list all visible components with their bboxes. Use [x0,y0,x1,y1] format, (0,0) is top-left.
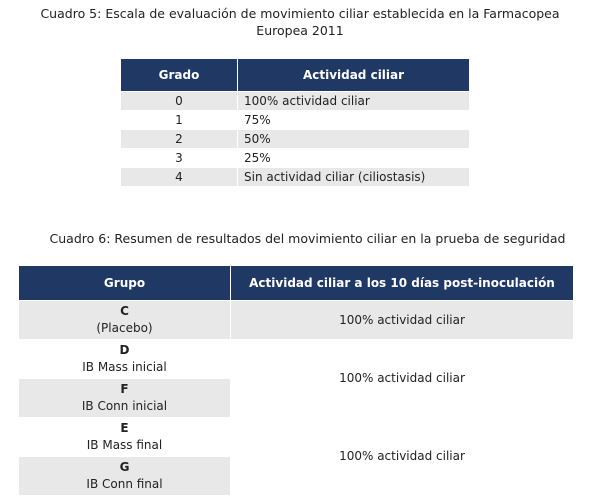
table-row: 0 100% actividad ciliar [120,91,470,111]
column-header-actividad-10-dias: Actividad ciliar a los 10 días post-inoc… [230,265,574,301]
group-code: F [120,382,129,396]
column-header-grado: Grado [120,58,238,92]
column-header-actividad: Actividad ciliar [237,58,470,92]
group-cell-g: G IB Conn final [18,456,231,496]
group-cell-d: D IB Mass inicial [18,339,231,379]
table-row: F IB Conn inicial [18,378,574,418]
group-description: IB Mass inicial [82,360,167,374]
table-row: 3 25% [120,148,470,168]
group-description: (Placebo) [96,321,153,335]
group-description: IB Conn inicial [81,399,168,413]
group-cell-f: F IB Conn inicial [18,378,231,418]
result-cell: 100% actividad ciliar [230,339,574,418]
column-header-grupo: Grupo [18,265,231,301]
table-row: G IB Conn final [18,456,574,496]
table-row: E IB Mass final 100% actividad ciliar [18,417,574,496]
table-header-row: Grupo Actividad ciliar a los 10 días pos… [18,265,574,301]
result-cell: 100% actividad ciliar [230,417,574,496]
group-cell-c: C (Placebo) [18,300,231,340]
table-row: 2 50% [120,129,470,149]
result-cell: 100% actividad ciliar [230,300,574,340]
group-code: C [120,304,129,318]
group-code: D [119,343,130,357]
grade-cell: 1 [120,110,238,130]
table-row: C (Placebo) 100% actividad ciliar [18,300,574,340]
grade-cell: 4 [120,167,238,187]
activity-cell: 75% [237,110,470,130]
table-row: D IB Mass inicial 100% actividad ciliar [18,339,574,418]
table-header-row: Grado Actividad ciliar [120,58,470,92]
group-code: E [120,421,129,435]
activity-cell: 50% [237,129,470,149]
activity-cell: Sin actividad ciliar (ciliostasis) [237,167,470,187]
grade-cell: 3 [120,148,238,168]
table5-caption: Cuadro 5: Escala de evaluación de movimi… [40,6,560,38]
group-cell-e: E IB Mass final [18,417,231,457]
group-code: G [119,460,130,474]
grade-cell: 2 [120,129,238,149]
activity-cell: 25% [237,148,470,168]
ciliary-scale-table: Grado Actividad ciliar 0 100% actividad … [120,58,470,187]
table-row: 1 75% [120,110,470,130]
safety-results-table: Grupo Actividad ciliar a los 10 días pos… [18,265,574,496]
table-row: 4 Sin actividad ciliar (ciliostasis) [120,167,470,187]
activity-cell: 100% actividad ciliar [237,91,470,111]
grade-cell: 0 [120,91,238,111]
group-description: IB Mass final [86,438,163,452]
group-description: IB Conn final [86,477,163,491]
table6-caption: Cuadro 6: Resumen de resultados del movi… [49,231,566,246]
